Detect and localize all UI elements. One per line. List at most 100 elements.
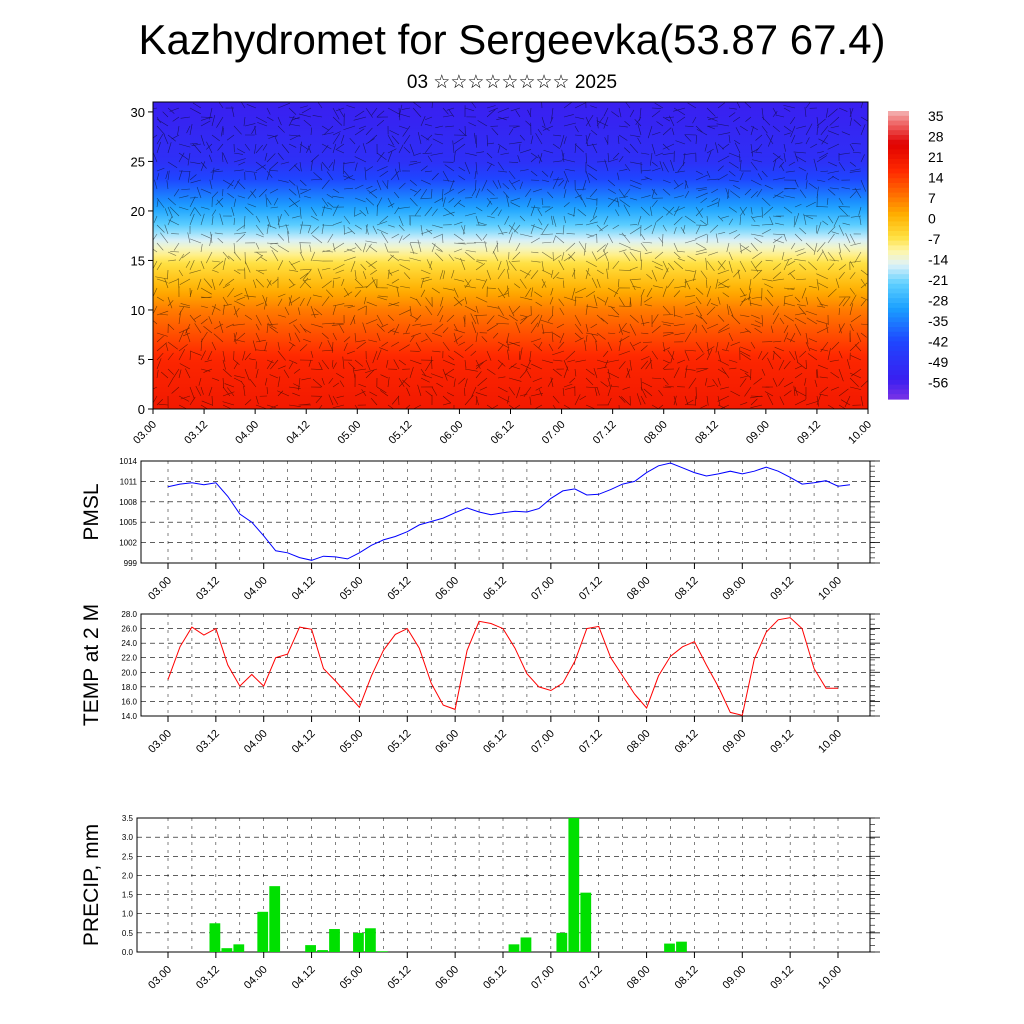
colorbar-segment bbox=[888, 255, 909, 261]
colorbar-segment bbox=[888, 351, 909, 357]
precip-bar bbox=[508, 944, 520, 952]
y-tick-label: 24.0 bbox=[121, 639, 137, 648]
colorbar-label: -21 bbox=[928, 272, 948, 288]
y-tick-label: 2.5 bbox=[122, 852, 134, 861]
precip-bar bbox=[580, 892, 592, 952]
colorbar-segment bbox=[888, 149, 909, 155]
colorbar-segment bbox=[888, 135, 909, 141]
colorbar-segment bbox=[888, 221, 909, 227]
x-tick-label: 10.00 bbox=[846, 419, 874, 447]
x-tick-label: 08.12 bbox=[673, 964, 701, 992]
y-tick-label: 0 bbox=[138, 402, 145, 417]
x-tick-label: 03.00 bbox=[146, 728, 174, 756]
colorbar-label: -42 bbox=[928, 334, 948, 350]
colorbar-segment bbox=[888, 226, 909, 232]
colorbar-segment bbox=[888, 183, 909, 189]
colorbar-segment bbox=[888, 312, 909, 318]
precip-bar bbox=[305, 945, 316, 952]
x-tick-label: 09.00 bbox=[744, 419, 772, 447]
x-tick-label: 06.00 bbox=[433, 575, 461, 603]
colorbar-segment bbox=[888, 216, 909, 222]
colorbar-segment bbox=[888, 197, 909, 203]
colorbar-segment bbox=[888, 154, 909, 160]
y-tick-label: 0.5 bbox=[122, 929, 134, 938]
y-tick-label: 1005 bbox=[119, 518, 137, 527]
y-tick-label: 999 bbox=[124, 559, 138, 568]
x-tick-label: 09.00 bbox=[720, 728, 748, 756]
x-tick-label: 07.12 bbox=[577, 964, 605, 992]
y-tick-label: 3.5 bbox=[122, 814, 134, 823]
x-tick-label: 10.00 bbox=[816, 728, 844, 756]
y-axis-label: TEMP at 2 M bbox=[80, 604, 103, 726]
precip-bar bbox=[329, 929, 340, 952]
colorbar-label: 35 bbox=[928, 108, 944, 124]
colorbar-segment bbox=[888, 240, 909, 246]
y-tick-label: 2.0 bbox=[122, 871, 134, 880]
y-tick-label: 30 bbox=[131, 105, 145, 120]
colorbar-segment bbox=[888, 336, 909, 342]
colorbar-segment bbox=[888, 120, 909, 126]
colorbar-segment bbox=[888, 178, 909, 184]
x-tick-label: 06.12 bbox=[481, 964, 509, 992]
colorbar-segment bbox=[888, 307, 909, 314]
x-tick-label: 04.12 bbox=[284, 419, 312, 447]
y-tick-label: 15 bbox=[131, 253, 145, 268]
y-tick-label: 14.0 bbox=[121, 712, 137, 721]
x-tick-label: 07.12 bbox=[577, 575, 605, 603]
x-tick-label: 08.00 bbox=[625, 964, 653, 992]
precip-bar bbox=[233, 944, 245, 952]
colorbar-segment bbox=[888, 360, 909, 366]
x-tick-label: 04.00 bbox=[242, 964, 270, 992]
colorbar-segment bbox=[888, 207, 909, 213]
colorbar-segment bbox=[888, 274, 909, 280]
colorbar-segment bbox=[888, 235, 909, 242]
y-tick-label: 16.0 bbox=[121, 697, 137, 706]
colorbar-segment bbox=[888, 139, 909, 146]
x-tick-label: 04.00 bbox=[242, 575, 270, 603]
colorbar-segment bbox=[888, 159, 909, 165]
x-tick-label: 05.12 bbox=[385, 728, 413, 756]
colorbar-segment bbox=[888, 231, 909, 237]
colorbar-segment bbox=[888, 264, 909, 270]
y-tick-label: 25 bbox=[131, 154, 145, 169]
colorbar-segment bbox=[888, 192, 909, 198]
colorbar-segment bbox=[888, 346, 909, 352]
colorbar-segment bbox=[888, 317, 909, 323]
x-tick-label: 05.00 bbox=[338, 728, 366, 756]
y-tick-label: 3.0 bbox=[122, 833, 134, 842]
x-tick-label: 05.00 bbox=[335, 419, 363, 447]
x-tick-label: 04.12 bbox=[290, 575, 318, 603]
colorbar-segment bbox=[888, 168, 909, 174]
wind-barbs bbox=[152, 101, 869, 410]
x-tick-label: 05.12 bbox=[387, 419, 415, 447]
x-tick-label: 08.12 bbox=[673, 575, 701, 603]
colorbar-segment bbox=[888, 322, 909, 328]
y-tick-label: 26.0 bbox=[121, 625, 137, 634]
x-tick-label: 07.12 bbox=[577, 728, 605, 756]
x-tick-label: 10.00 bbox=[816, 575, 844, 603]
colorbar-segment bbox=[888, 288, 909, 294]
y-tick-label: 1014 bbox=[119, 457, 137, 466]
y-tick-label: 1011 bbox=[120, 477, 138, 486]
colorbar-segment bbox=[888, 341, 909, 347]
y-tick-label: 10 bbox=[131, 303, 145, 318]
colorbar-label: 14 bbox=[928, 170, 944, 186]
precip-bar bbox=[221, 948, 233, 952]
colorbar-segment bbox=[888, 394, 909, 400]
colorbar-segment bbox=[888, 111, 909, 117]
y-axis-label: PMSL bbox=[80, 483, 103, 540]
x-tick-label: 03.12 bbox=[194, 575, 222, 603]
x-tick-label: 06.12 bbox=[481, 575, 509, 603]
colorbar-segment bbox=[888, 130, 909, 136]
colorbar-segment bbox=[888, 355, 909, 362]
x-tick-label: 08.12 bbox=[673, 728, 701, 756]
x-tick-label: 04.12 bbox=[290, 728, 318, 756]
colorbar-segment bbox=[888, 269, 909, 275]
colorbar-label: 21 bbox=[928, 149, 944, 165]
x-tick-label: 08.00 bbox=[625, 575, 653, 603]
precip-bar bbox=[269, 886, 281, 952]
colorbar-segment bbox=[888, 211, 909, 218]
colorbar-label: 0 bbox=[928, 211, 936, 227]
colorbar-segment bbox=[888, 327, 909, 333]
